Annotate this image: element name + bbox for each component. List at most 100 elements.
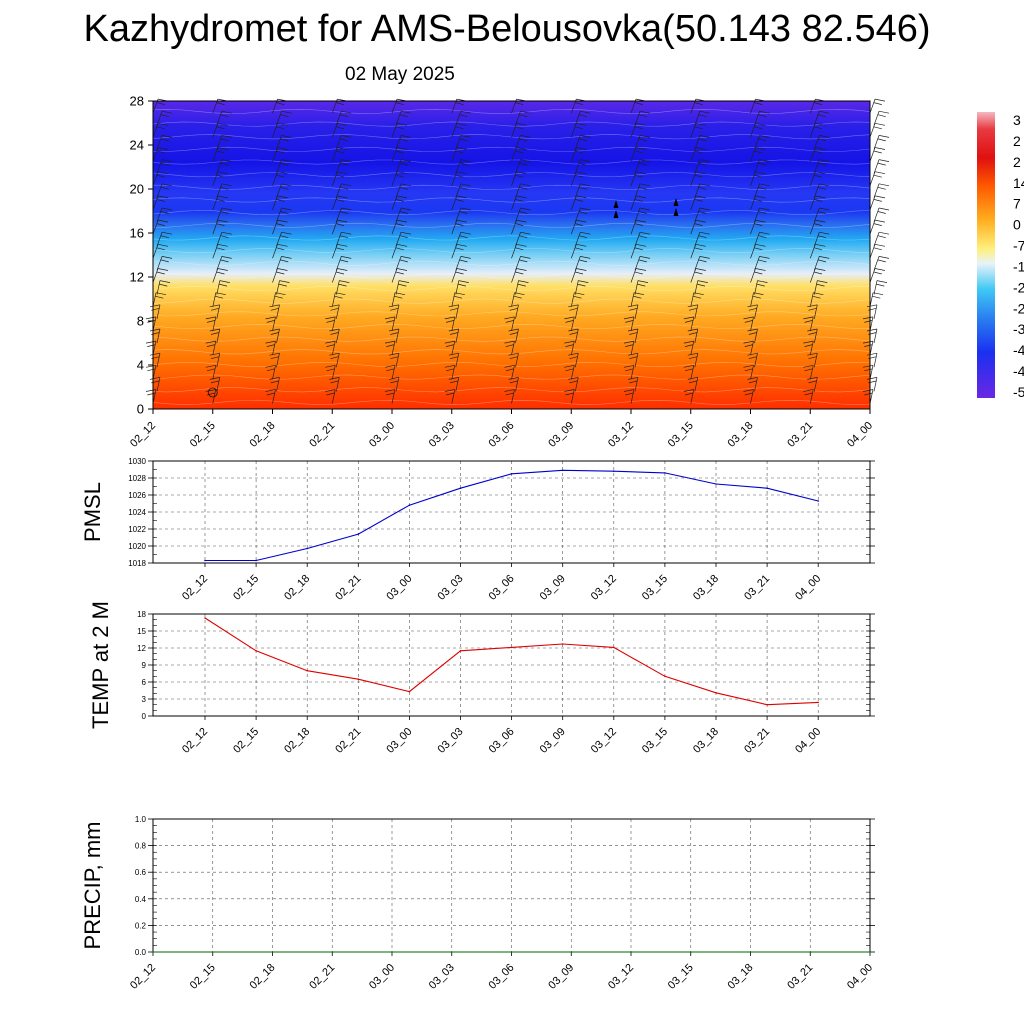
- data-point: [869, 951, 871, 953]
- wind-barb: [873, 280, 888, 295]
- wind-barb: [212, 122, 228, 138]
- wind-barb: [683, 389, 695, 404]
- wind-barb: [511, 122, 527, 138]
- wind-barb: [272, 171, 288, 186]
- wind-barb: [869, 195, 886, 211]
- x-tick-label: 04_00: [845, 962, 875, 992]
- wind-barb: [511, 268, 527, 283]
- contour-line: [152, 172, 871, 178]
- wind-barb: [451, 171, 467, 186]
- wind-barb: [205, 316, 217, 331]
- x-tick-label: 03_15: [640, 726, 670, 756]
- wind-barb: [574, 110, 591, 126]
- y-tick-label: 0.0: [135, 948, 147, 957]
- wind-barb: [331, 219, 348, 235]
- contour-line: [152, 248, 871, 254]
- y-tick-label: 8: [137, 314, 144, 329]
- wind-barb: [448, 328, 460, 344]
- wind-barb: [156, 183, 173, 198]
- wind-barb: [627, 352, 639, 368]
- x-tick-label: 03_09: [538, 726, 568, 756]
- data-point: [613, 646, 615, 649]
- data-point: [570, 951, 573, 953]
- wind-barb: [209, 304, 221, 319]
- colorbar-label: -4: [1013, 342, 1024, 358]
- wind-barb: [455, 183, 471, 198]
- wind-barb: [508, 304, 519, 319]
- wind-barb: [803, 316, 814, 331]
- pmsl-panel: 1018 1020 1022 1024 1026 1028 1030 02_12 02_15 02…: [80, 457, 875, 603]
- wind-barb: [451, 147, 467, 162]
- wind-barb: [455, 159, 471, 174]
- wind-barb: [750, 268, 766, 283]
- wind-barb: [391, 147, 408, 162]
- x-tick-label: 03_09: [546, 962, 576, 992]
- wind-barb: [574, 256, 591, 271]
- data-point: [510, 951, 513, 953]
- x-tick-label: 02_12: [128, 420, 158, 450]
- wind-barb: [455, 280, 469, 295]
- colorbar-label: -4: [1013, 363, 1024, 379]
- wind-barb: [504, 340, 515, 356]
- wind-barb: [515, 183, 531, 198]
- y-tick-label: 18: [137, 610, 146, 619]
- wind-barb: [272, 147, 288, 162]
- wind-barb: [331, 243, 348, 259]
- wind-barb: [627, 377, 639, 392]
- colorbar-label: -3: [1013, 321, 1024, 337]
- wind-barb: [747, 352, 758, 368]
- wind-barb: [754, 280, 768, 295]
- x-tick-label: 03_21: [785, 420, 815, 450]
- wind-barb: [276, 159, 292, 174]
- x-tick-label: 04_00: [793, 573, 823, 603]
- wind-barb: [269, 328, 280, 344]
- wind-barb: [873, 207, 890, 223]
- wind-barb: [574, 280, 589, 295]
- wind-barb: [205, 364, 217, 380]
- wind-barb: [750, 171, 766, 186]
- y-tick-label: 6: [142, 678, 147, 687]
- x-tick-label: 03_00: [367, 962, 397, 992]
- contour-line: [152, 222, 871, 228]
- wind-barb: [515, 256, 531, 271]
- wind-barb: [694, 256, 710, 271]
- y-tick-label: 1018: [128, 559, 146, 568]
- wind-barb: [743, 364, 754, 380]
- data-point: [459, 650, 462, 652]
- wind-barb: [276, 110, 292, 126]
- wind-barb: [564, 364, 575, 380]
- wind-barb: [634, 256, 651, 271]
- colorbar-label: 0: [1013, 217, 1021, 233]
- x-tick-label: 02_18: [248, 962, 278, 992]
- data-point: [357, 533, 360, 535]
- wind-barb: [873, 159, 890, 174]
- wind-barb: [152, 171, 169, 186]
- data-point: [459, 487, 462, 490]
- x-tick-label: 03_12: [606, 962, 636, 992]
- data-point: [664, 472, 666, 474]
- wind-barb: [335, 183, 352, 198]
- wind-barb: [750, 147, 766, 162]
- wind-barb: [325, 364, 336, 380]
- wind-barb: [634, 231, 651, 247]
- x-tick-label: 03_06: [487, 726, 517, 756]
- wind-barb: [156, 231, 173, 247]
- contour-line: [152, 184, 871, 190]
- x-tick-label: 03_06: [487, 420, 517, 450]
- y-tick-label: 0: [137, 402, 144, 417]
- data-point: [152, 951, 154, 953]
- wind-barb: [873, 231, 890, 247]
- wind-barb: [329, 304, 340, 319]
- wind-barb: [265, 364, 276, 380]
- y-tick-label: 0.2: [135, 921, 147, 930]
- wind-barb: [630, 243, 647, 259]
- data-point: [391, 951, 393, 953]
- wind-barb: [743, 316, 754, 331]
- wind-barb: [630, 268, 647, 283]
- y-tick-label: 28: [130, 94, 144, 109]
- wind-barb: [809, 219, 826, 235]
- wind-barb: [869, 147, 886, 162]
- wind-barb: [508, 328, 519, 344]
- wind-barb: [325, 389, 336, 404]
- wind-barb: [331, 147, 348, 162]
